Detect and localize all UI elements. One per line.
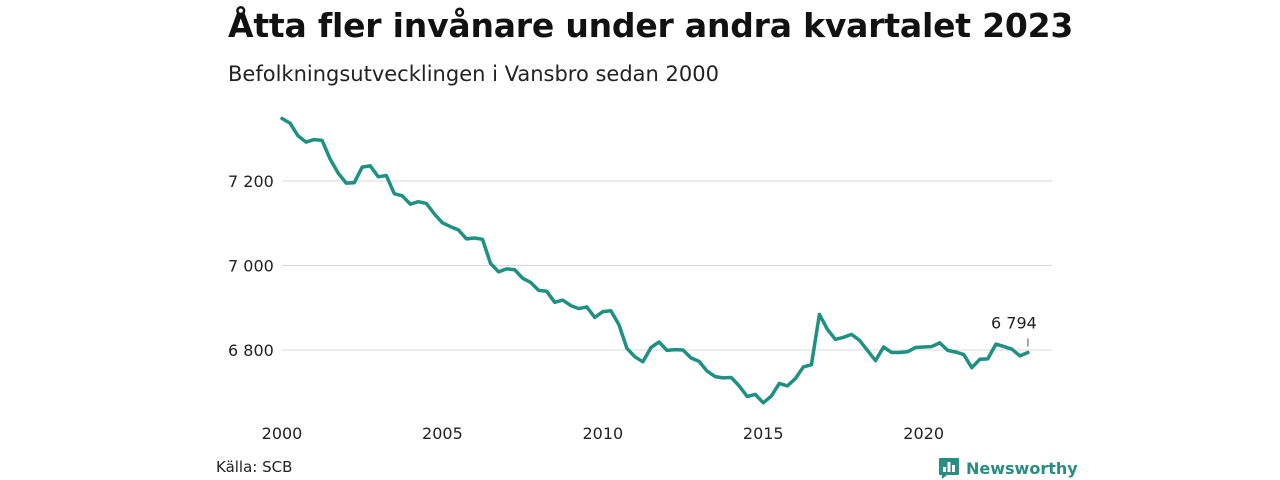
y-tick-label: 7 000	[228, 257, 274, 276]
source-note: Källa: SCB	[216, 458, 293, 476]
x-tick-label: 2020	[903, 424, 944, 443]
x-tick-label: 2005	[422, 424, 463, 443]
brand-name: Newsworthy	[966, 458, 1078, 478]
y-axis-labels: 6 800 7 000 7 200	[228, 172, 274, 360]
bar-chart-icon	[939, 458, 959, 479]
population-line	[280, 116, 1030, 405]
brand-logo: Newsworthy	[938, 456, 1078, 480]
chart-title: Åtta fler invånare under andra kvartalet…	[228, 6, 1074, 45]
x-tick-label: 2010	[582, 424, 623, 443]
y-tick-label: 6 800	[228, 341, 274, 360]
y-tick-label: 7 200	[228, 172, 274, 191]
grid-lines	[282, 180, 1052, 351]
x-tick-label: 2000	[262, 424, 303, 443]
annotation-label: 6 794	[991, 314, 1037, 333]
x-axis-labels: 2000 2005 2010 2015 2020	[262, 424, 944, 443]
x-tick-label: 2015	[743, 424, 784, 443]
chart-subtitle: Befolkningsutvecklingen i Vansbro sedan …	[228, 62, 719, 86]
